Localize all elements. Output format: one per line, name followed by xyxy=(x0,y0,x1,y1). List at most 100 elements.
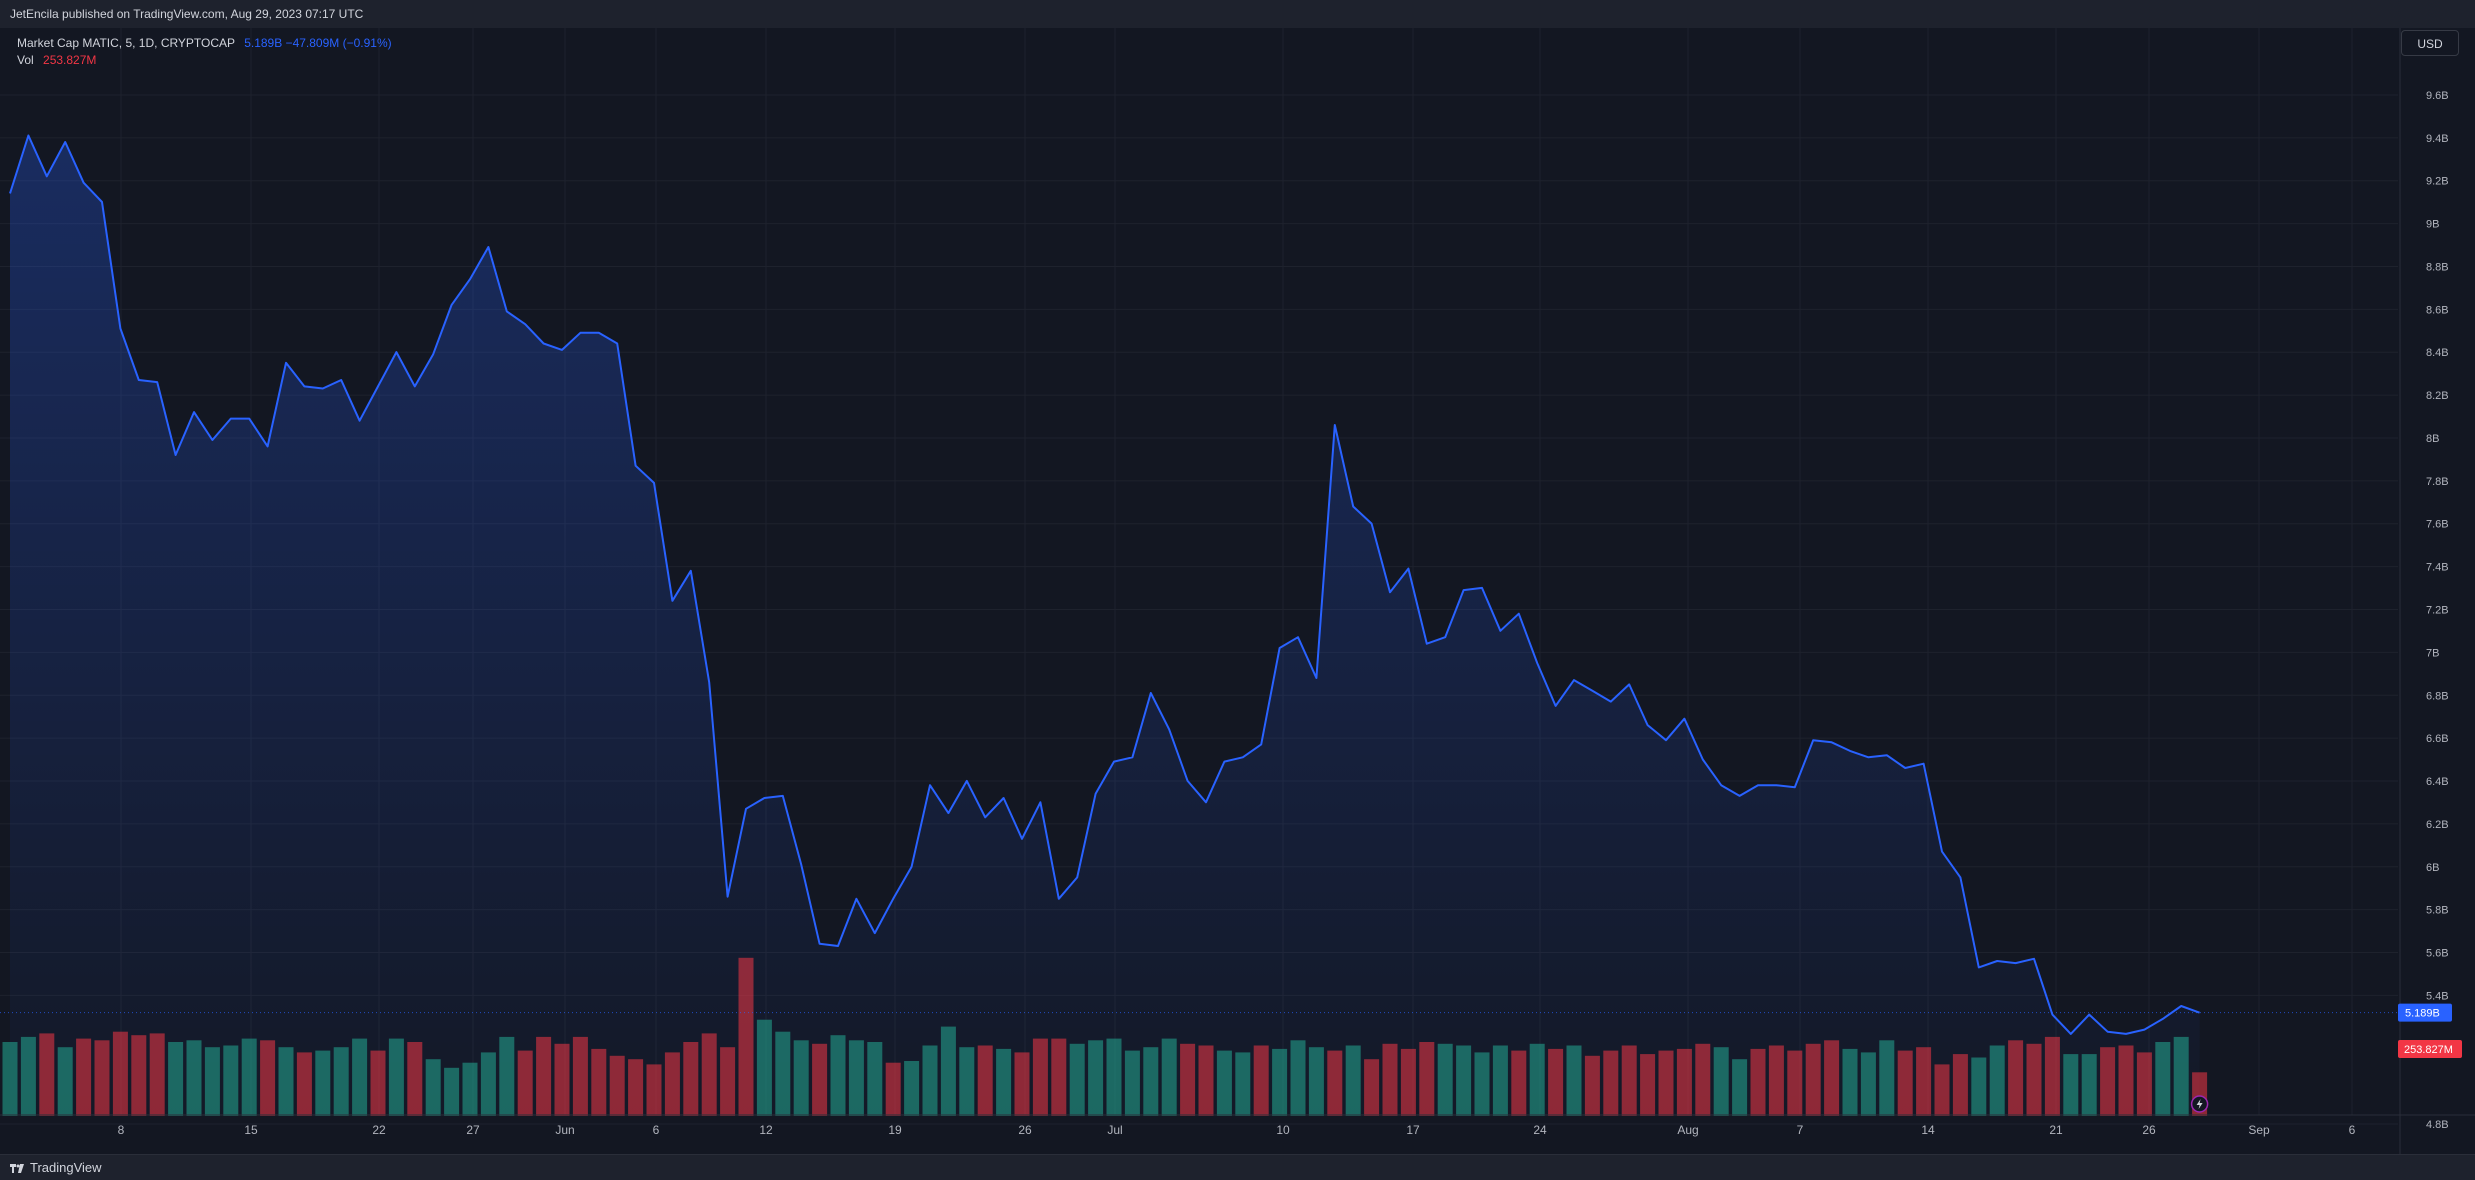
volume-bar xyxy=(1989,1045,2005,1116)
price-line xyxy=(0,134,2400,1035)
volume-bar xyxy=(756,1019,772,1116)
volume-bar xyxy=(39,1033,55,1116)
volume-bar xyxy=(775,1031,791,1116)
last-price-label: 5.189B xyxy=(2405,1008,2440,1020)
volume-bar xyxy=(1952,1054,1968,1116)
volume-bar xyxy=(1860,1052,1876,1116)
volume-bar xyxy=(867,1042,883,1116)
volume-bar xyxy=(1916,1047,1932,1116)
volume-bar xyxy=(407,1042,423,1116)
volume-bar xyxy=(683,1042,699,1116)
legend-symbol: Market Cap MATIC, 5, 1D, CRYPTOCAP xyxy=(17,36,235,50)
volume-bar xyxy=(315,1050,331,1116)
price-line-path xyxy=(9,134,2200,1035)
tradingview-logo[interactable]: TradingView xyxy=(10,1160,102,1175)
y-tick-label: 7.2B xyxy=(2426,605,2449,617)
y-tick-label: 9.2B xyxy=(2426,176,2449,188)
volume-bar xyxy=(1014,1052,1030,1116)
volume-bar xyxy=(1106,1038,1122,1116)
volume-bar xyxy=(1437,1043,1453,1116)
volume-bar xyxy=(1143,1047,1159,1116)
volume-bar xyxy=(1069,1043,1085,1116)
volume-bar xyxy=(738,957,754,1116)
volume-bar xyxy=(20,1036,36,1116)
y-tick-label: 8B xyxy=(2426,433,2439,445)
volume-bar xyxy=(1879,1040,1895,1116)
last-volume-tag xyxy=(2398,1040,2462,1058)
volume-bar xyxy=(1032,1038,1048,1116)
volume-bar xyxy=(112,1031,128,1116)
x-tick-label: 24 xyxy=(1533,1123,1547,1137)
volume-bar xyxy=(609,1055,625,1116)
lightning-icon xyxy=(2196,1099,2203,1109)
volume-bar xyxy=(1272,1048,1288,1116)
area-fill xyxy=(10,135,2200,1115)
publish-info: JetEncila published on TradingView.com, … xyxy=(10,7,364,21)
volume-bar xyxy=(2,1042,18,1116)
chart-pane[interactable]: 9.6B 9.4B 9.2B 9B 8.8B 8.6B 8.4B 8.2B 8B 7.8B 7.6B… xyxy=(0,28,2475,1154)
volume-bar xyxy=(1566,1045,1582,1116)
x-tick-label: 21 xyxy=(2049,1123,2063,1137)
volume-bar xyxy=(2118,1045,2134,1116)
volume-bar xyxy=(444,1067,460,1116)
volume-bar xyxy=(2155,1042,2171,1116)
volume-bar xyxy=(996,1048,1012,1116)
y-tick-label: 6.8B xyxy=(2426,690,2449,702)
volume-bar xyxy=(2026,1043,2042,1116)
volume-bar xyxy=(1345,1045,1361,1116)
volume-bar xyxy=(278,1047,294,1116)
volume-bar xyxy=(646,1064,662,1116)
volume-bar xyxy=(131,1035,147,1116)
volume-bar xyxy=(2136,1052,2152,1116)
y-tick-label: 9.6B xyxy=(2426,90,2449,102)
volume-bar xyxy=(1584,1055,1600,1116)
legend-volume-label: Vol xyxy=(17,53,34,67)
volume-bar xyxy=(793,1040,809,1116)
volume-bar xyxy=(168,1042,184,1116)
volume-bar xyxy=(922,1045,938,1116)
y-tick-label: 6.4B xyxy=(2426,776,2449,788)
volume-bar xyxy=(333,1047,349,1116)
volume-bar xyxy=(1934,1064,1950,1116)
y-tick-label: 7B xyxy=(2426,647,2439,659)
volume-bar xyxy=(1235,1052,1251,1116)
volume-bar xyxy=(1768,1045,1784,1116)
volume-bar xyxy=(830,1035,846,1116)
volume-bar xyxy=(1732,1059,1748,1116)
currency-button[interactable]: USD xyxy=(2401,30,2459,56)
volume-bar xyxy=(536,1036,552,1116)
y-tick-label: 8.4B xyxy=(2426,347,2449,359)
market-cap-chart[interactable]: 9.6B 9.4B 9.2B 9B 8.8B 8.6B 8.4B 8.2B 8B 7.8B 7.6B… xyxy=(0,28,2475,1154)
x-tick-label: 19 xyxy=(888,1123,902,1137)
volume-bar xyxy=(149,1033,165,1116)
y-tick-label: 5.4B xyxy=(2426,990,2449,1002)
volume-bar xyxy=(2100,1047,2116,1116)
last-volume-label: 253.827M xyxy=(2404,1044,2453,1056)
volume-bar xyxy=(76,1038,92,1116)
volume-bar xyxy=(1971,1057,1987,1116)
y-tick-label: 8.6B xyxy=(2426,304,2449,316)
volume-bar xyxy=(223,1045,239,1116)
volume-bar xyxy=(1805,1043,1821,1116)
volume-bar xyxy=(2173,1036,2189,1116)
x-tick-label: 10 xyxy=(1276,1123,1290,1137)
volume-bar xyxy=(1180,1043,1196,1116)
volume-bar xyxy=(977,1045,993,1116)
volume-bar xyxy=(204,1047,220,1116)
volume-bar xyxy=(701,1033,717,1116)
volume-bar xyxy=(1621,1045,1637,1116)
x-tick-label: 6 xyxy=(653,1123,660,1137)
volume-bar xyxy=(1327,1050,1343,1116)
y-tick-label: 5.6B xyxy=(2426,948,2449,960)
y-tick-label: 7.4B xyxy=(2426,562,2449,574)
y-tick-label: 7.8B xyxy=(2426,476,2449,488)
volume-bar xyxy=(1198,1045,1214,1116)
volume-bar xyxy=(2063,1054,2079,1116)
footer: TradingView xyxy=(0,1154,2475,1180)
volume-bar xyxy=(57,1047,73,1116)
area-path xyxy=(10,135,2200,1115)
y-tick-label: 9B xyxy=(2426,219,2439,231)
volume-bar xyxy=(1511,1050,1527,1116)
volume-bar xyxy=(480,1052,496,1116)
volume-bar xyxy=(1290,1040,1306,1116)
